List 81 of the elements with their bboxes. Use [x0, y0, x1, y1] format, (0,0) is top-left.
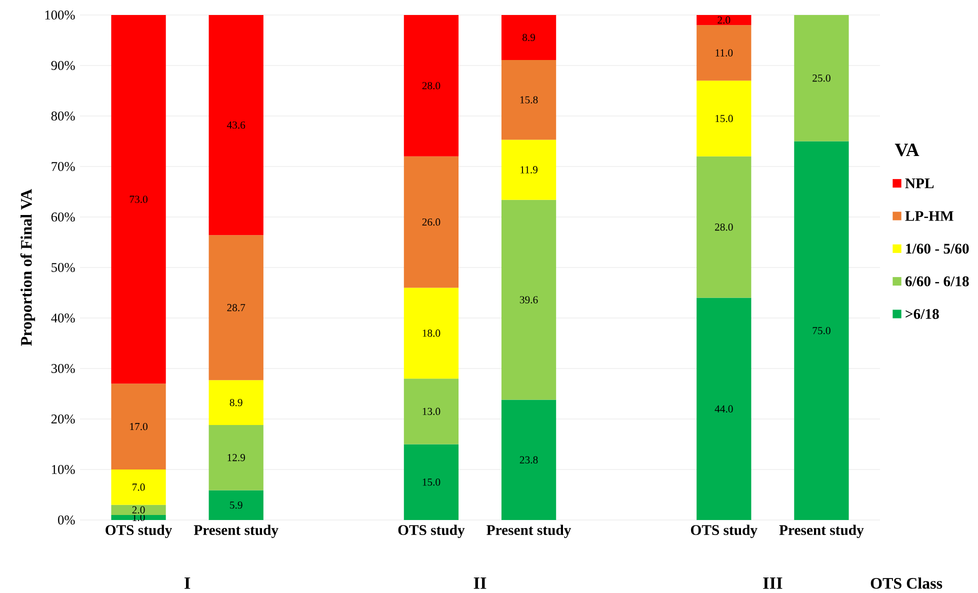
x-tick-label: OTS study: [690, 524, 758, 538]
data-label: 2.0: [132, 506, 145, 514]
y-tick-label: 40%: [51, 313, 75, 323]
bar: [208, 15, 264, 236]
data-label: 26.0: [422, 218, 440, 226]
legend-title: VA: [894, 144, 920, 156]
data-label: 25.0: [812, 74, 830, 82]
y-tick-label: 10%: [52, 464, 75, 474]
x-axis-title: OTS Class: [870, 577, 942, 589]
y-axis-title: Proportion of Final VA: [20, 188, 36, 346]
y-tick-label: 50%: [52, 262, 75, 272]
bar: [696, 80, 752, 156]
bar: [404, 156, 459, 288]
bar: [404, 15, 459, 156]
x-tick-label: Present study: [486, 524, 572, 538]
x-tick-label: Present study: [194, 524, 278, 538]
legend-label: 1/60 - 5/60: [906, 244, 969, 254]
bar: [404, 378, 459, 444]
data-label: 28.0: [715, 223, 733, 231]
bar: [208, 425, 264, 490]
data-label: 8.9: [522, 34, 536, 42]
data-label: 8.9: [230, 398, 242, 406]
x-tick-label: OTS study: [398, 524, 465, 538]
data-label: 12.9: [228, 454, 245, 462]
data-label: 5.9: [230, 501, 242, 509]
data-label: 44.0: [714, 405, 733, 413]
data-label: 43.6: [226, 121, 246, 129]
data-label: 11.0: [716, 49, 733, 56]
y-tick-label: 80%: [51, 111, 75, 121]
text: II: [474, 577, 486, 589]
bar: [696, 298, 752, 520]
bar: [111, 504, 166, 515]
legend-label: >6/18: [906, 309, 939, 319]
data-label: 73.0: [130, 196, 148, 203]
bar: [501, 15, 556, 60]
bar: [501, 200, 556, 400]
data-label: 15.0: [716, 114, 733, 122]
bar: [501, 400, 556, 520]
y-tick-label: 30%: [52, 364, 75, 374]
data-label: 28.0: [422, 82, 440, 90]
text: I: [184, 577, 190, 589]
data-label: 17.0: [130, 422, 148, 430]
data-label: 39.6: [520, 296, 538, 304]
text: III: [763, 577, 782, 589]
y-tick-label: 70%: [52, 162, 75, 172]
bar: [696, 156, 752, 298]
bar: [794, 15, 849, 142]
legend-label: LP-HM: [905, 211, 954, 221]
data-label: 75.0: [812, 327, 830, 334]
bar: [111, 470, 166, 505]
y-tick-label: 60%: [51, 212, 75, 222]
bar: [404, 444, 459, 520]
data-label: 13.0: [422, 408, 440, 416]
bar: [696, 25, 752, 81]
bar: [501, 60, 556, 140]
x-tick-label: Present study: [779, 524, 864, 538]
bar: [111, 384, 166, 470]
data-label: 15.8: [520, 96, 538, 104]
bar: [696, 15, 752, 26]
bar: [208, 490, 264, 520]
bar: [794, 141, 849, 520]
data-label: 18.0: [422, 330, 440, 337]
data-label: 15.0: [422, 478, 440, 486]
y-tick-label: 90%: [51, 60, 75, 70]
bar: [208, 235, 264, 380]
x-tick-label: OTS study: [106, 524, 172, 538]
legend-label: NPL: [905, 178, 934, 188]
bar: [208, 380, 264, 426]
data-label: 28.7: [227, 304, 246, 312]
bar: [111, 514, 166, 520]
data-label: 11.9: [520, 166, 538, 174]
bar: [404, 288, 459, 379]
legend-label: 6/60 - 6/18: [905, 276, 969, 286]
data-label: 2.0: [718, 16, 730, 24]
data-label: 23.8: [520, 456, 538, 464]
y-tick-label: 20%: [51, 414, 75, 424]
y-tick-label: 0%: [58, 515, 75, 525]
bar: [501, 140, 556, 200]
y-tick-label: 100%: [45, 10, 75, 20]
data-label: 7.0: [132, 484, 145, 491]
bar: [111, 15, 166, 384]
